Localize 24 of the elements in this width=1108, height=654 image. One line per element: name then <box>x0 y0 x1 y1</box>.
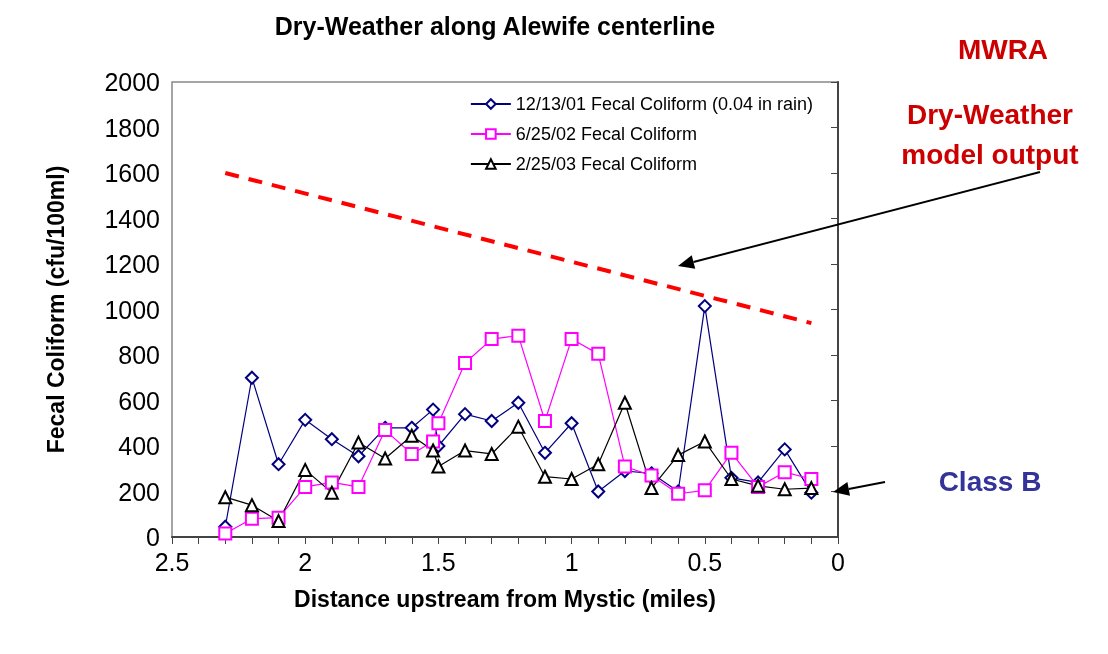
y-tick-label: 1200 <box>104 250 160 278</box>
y-tick-label: 1800 <box>104 113 160 142</box>
y-axis-title: Fecal Coliform (cfu/100ml) <box>42 165 69 454</box>
chart-title: Dry-Weather along Alewife centerline <box>274 11 716 40</box>
y-tick-label: 400 <box>118 432 160 460</box>
y-tick-label: 2000 <box>104 68 160 96</box>
y-tick-label: 200 <box>118 477 160 506</box>
x-tick-label: 1.5 <box>421 547 456 576</box>
y-tick-label: 1000 <box>104 295 160 324</box>
y-tick-label: 1600 <box>104 159 160 187</box>
text: Class B <box>937 465 1043 499</box>
legend-label: 2/25/03 Fecal Coliform <box>515 154 697 174</box>
text: MWRA <box>956 33 1050 67</box>
x-tick-label: 0 <box>831 547 845 576</box>
y-tick-label: 1400 <box>104 204 160 233</box>
text: Dry-Weather model output <box>900 98 1080 172</box>
x-tick-label: 0.5 <box>687 547 723 576</box>
x-tick-label: 2 <box>298 547 313 576</box>
x-tick-label: 1 <box>564 547 579 576</box>
legend-label: 12/13/01 Fecal Coliform (0.04 in rain) <box>515 94 813 114</box>
x-axis-title: Distance upstream from Mystic (miles) <box>294 585 716 612</box>
y-tick-label: 600 <box>118 386 160 415</box>
legend-label: 6/25/02 Fecal Coliform <box>515 124 697 144</box>
y-tick-label: 800 <box>118 341 160 369</box>
